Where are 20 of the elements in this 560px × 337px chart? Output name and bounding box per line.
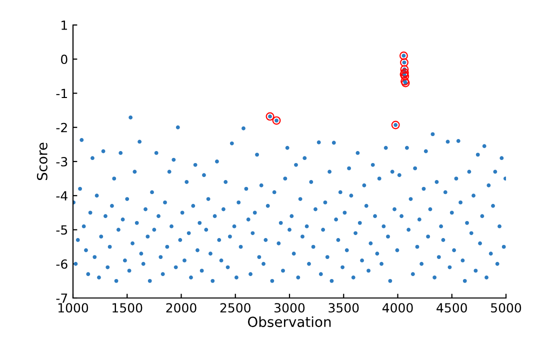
x-tick-label: 4000 (382, 303, 413, 313)
y-tick-label: -1 (56, 88, 67, 98)
y-tick-label: -7 (56, 294, 68, 303)
y-tick-label: -6 (56, 259, 68, 269)
x-tick-label: 1000 (58, 303, 88, 313)
x-tick-label: 1500 (112, 303, 142, 313)
y-tick-label: 1 (62, 20, 67, 30)
x-tick-label: 3500 (328, 303, 359, 313)
x-tick-label: 3000 (274, 303, 305, 313)
y-axis-title: Score (36, 142, 48, 180)
y-tick-label: -2 (56, 122, 67, 132)
y-tick-label: -4 (56, 191, 68, 200)
y-tick-label: 0 (61, 54, 68, 64)
x-tick-label: 5000 (491, 303, 522, 313)
x-tick-label: 2000 (166, 303, 196, 313)
y-tick-label: -3 (56, 156, 68, 166)
x-tick-label: 2500 (220, 303, 250, 313)
y-tick-label: -5 (56, 225, 68, 235)
x-axis-title: Observation (248, 316, 331, 328)
x-tick-label: 4500 (436, 303, 467, 313)
